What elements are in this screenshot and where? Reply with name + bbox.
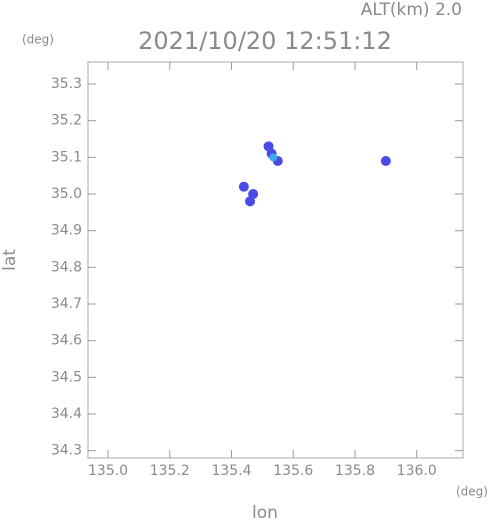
- x-tick-label: 135.0: [88, 463, 128, 479]
- echo-cell: [269, 153, 278, 162]
- y-tick-label: 35.2: [51, 113, 82, 129]
- chart-title: 2021/10/20 12:51:12: [138, 27, 392, 55]
- y-tick-label: 34.4: [51, 406, 82, 422]
- y-tick-label: 35.3: [51, 76, 82, 92]
- y-tick-label: 34.5: [51, 369, 82, 385]
- x-tick-label: 135.2: [150, 463, 190, 479]
- echo-cell: [263, 141, 274, 152]
- y-tick-label: 34.9: [51, 223, 82, 239]
- y-unit: (deg): [22, 33, 54, 47]
- x-tick-label: 135.4: [211, 463, 251, 479]
- y-tick-label: 35.0: [51, 186, 82, 202]
- y-tick-label: 34.7: [51, 296, 82, 312]
- echo-cell: [238, 181, 249, 192]
- echo-cell: [380, 156, 391, 166]
- x-unit: (deg): [456, 485, 488, 499]
- y-tick-label: 34.8: [51, 259, 82, 275]
- echo-cell: [245, 196, 256, 207]
- y-tick-label: 34.3: [51, 443, 82, 459]
- y-tick-label: 35.1: [51, 149, 82, 165]
- x-tick-label: 136.0: [397, 463, 437, 479]
- plot-frame: [87, 61, 464, 459]
- annotation: ALT(km) 2.0: [361, 0, 462, 20]
- y-axis-label: lat: [0, 249, 20, 271]
- x-tick-label: 135.8: [335, 463, 375, 479]
- x-axis-label: lon: [252, 503, 278, 521]
- y-tick-label: 34.6: [51, 333, 82, 349]
- x-tick-label: 135.6: [273, 463, 313, 479]
